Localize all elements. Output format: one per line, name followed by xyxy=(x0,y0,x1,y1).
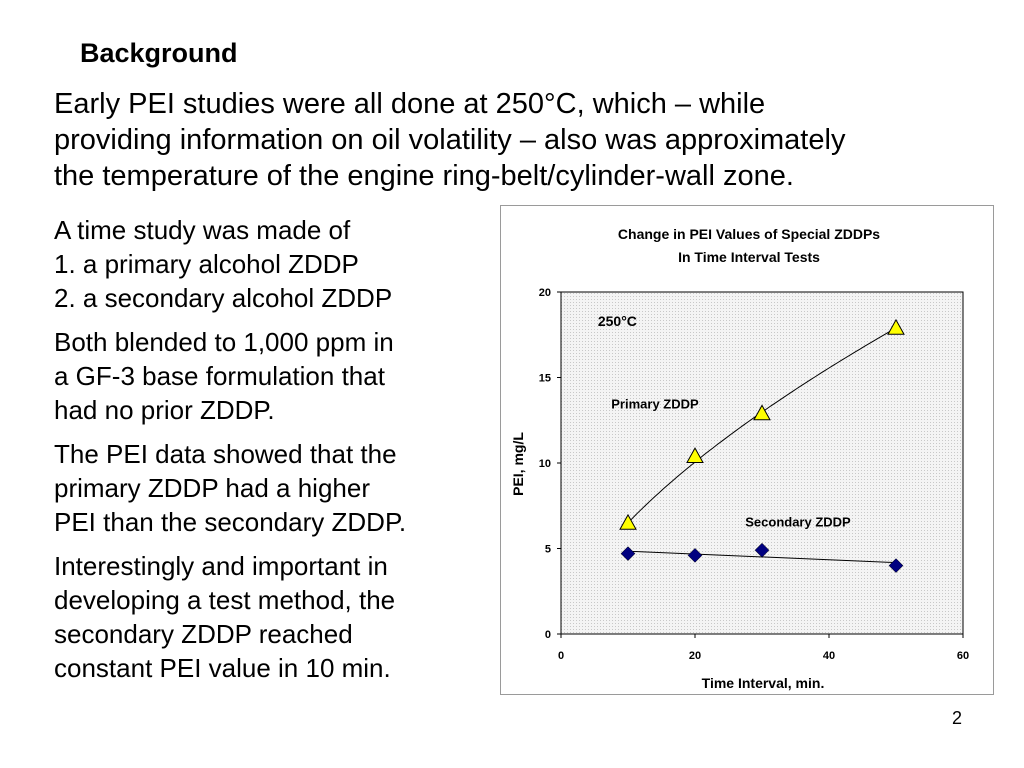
y-tick-label: 20 xyxy=(539,287,551,299)
secondary-point xyxy=(687,547,703,563)
text-line: a GF-3 base formulation that xyxy=(54,361,385,391)
text-line: Both blended to 1,000 ppm in xyxy=(54,327,394,357)
x-tick-label: 20 xyxy=(689,650,701,662)
text-line: PEI than the secondary ZDDP. xyxy=(54,507,407,537)
primary-point xyxy=(753,404,771,421)
y-tick-label: 0 xyxy=(545,629,551,641)
text-line: 1. a primary alcohol ZDDP xyxy=(54,249,359,279)
body-text: A time study was made of 1. a primary al… xyxy=(54,213,504,695)
intro-paragraph: Early PEI studies were all done at 250°C… xyxy=(54,86,1004,194)
y-tick-label: 15 xyxy=(539,373,551,385)
x-axis-label: Time Interval, min. xyxy=(702,675,825,691)
slide-heading: Background xyxy=(80,38,238,68)
text-line: secondary ZDDP reached xyxy=(54,619,353,649)
chart-canvas: Change in PEI Values of Special ZDDPs In… xyxy=(510,226,969,691)
y-tick-label: 10 xyxy=(539,458,551,470)
intro-line: providing information on oil volatility … xyxy=(54,124,846,156)
primary-series-label: Primary ZDDP xyxy=(611,396,699,411)
intro-line: Early PEI studies were all done at 250°C… xyxy=(54,88,766,120)
paragraph-time-study: A time study was made of 1. a primary al… xyxy=(54,213,504,315)
x-tick-label: 40 xyxy=(823,650,835,662)
x-tick-label: 0 xyxy=(558,650,564,662)
page-number: 2 xyxy=(951,708,962,728)
secondary-series-label: Secondary ZDDP xyxy=(745,514,851,529)
temperature-annotation: 250°C xyxy=(598,313,637,329)
secondary-point xyxy=(888,558,904,573)
intro-line: the temperature of the engine ring-belt/… xyxy=(54,160,794,192)
primary-point xyxy=(887,318,905,335)
text-line: The PEI data showed that the xyxy=(54,439,397,469)
paragraph-conclusion: Interestingly and important in developin… xyxy=(54,549,504,685)
text-line: had no prior ZDDP. xyxy=(54,395,275,425)
secondary-point xyxy=(620,546,636,561)
y-axis-label: PEI, mg/L xyxy=(510,432,526,496)
y-tick-label: 5 xyxy=(545,544,551,556)
chart-title-line: Change in PEI Values of Special ZDDPs xyxy=(618,226,880,242)
text-line: Interestingly and important in xyxy=(54,551,388,581)
x-tick-label: 60 xyxy=(957,650,969,662)
paragraph-pei-result: The PEI data showed that the primary ZDD… xyxy=(54,437,504,539)
text-line: A time study was made of xyxy=(54,215,351,245)
text-line: constant PEI value in 10 min. xyxy=(54,653,391,683)
plot-area xyxy=(560,291,964,635)
secondary-point xyxy=(754,542,770,558)
primary-point xyxy=(686,447,704,464)
paragraph-blend: Both blended to 1,000 ppm in a GF-3 base… xyxy=(54,325,504,427)
text-line: 2. a secondary alcohol ZDDP xyxy=(54,283,393,313)
pei-chart: Change in PEI Values of Special ZDDPs In… xyxy=(500,205,994,695)
text-line: developing a test method, the xyxy=(54,585,396,615)
chart-title-line: In Time Interval Tests xyxy=(678,249,820,265)
primary-point xyxy=(619,513,637,530)
text-line: primary ZDDP had a higher xyxy=(54,473,370,503)
